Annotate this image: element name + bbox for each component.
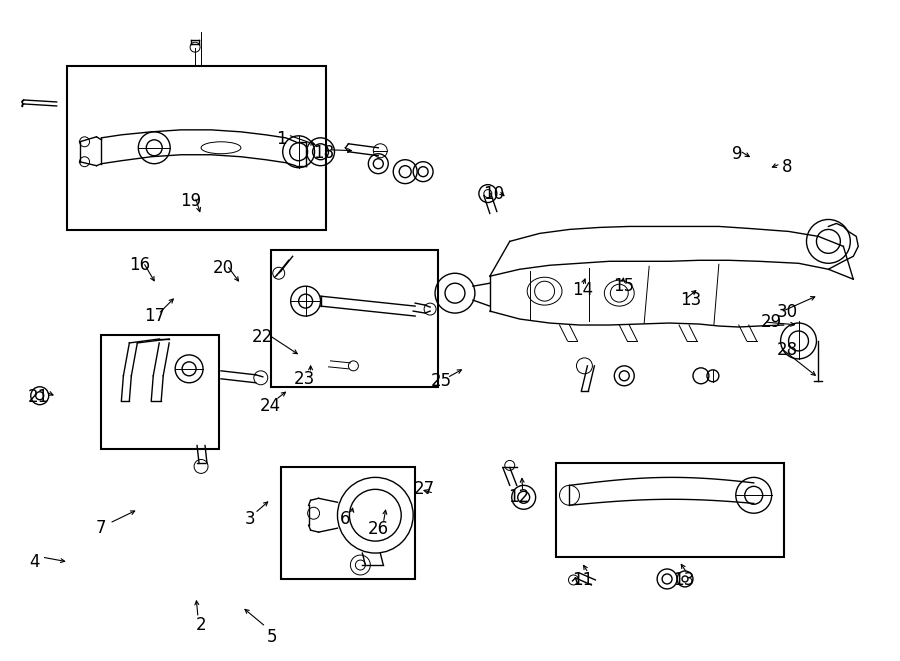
Text: 1: 1 [276,130,287,148]
Text: 13: 13 [680,291,702,309]
Text: 3: 3 [245,510,256,528]
Text: 26: 26 [368,520,389,538]
Text: 14: 14 [572,281,593,299]
Text: 10: 10 [483,184,504,202]
Text: 20: 20 [212,259,233,277]
Text: 27: 27 [413,481,435,498]
Bar [67,66,326,231]
Text: 19: 19 [181,192,202,210]
Text: 11: 11 [572,571,593,589]
Text: 12: 12 [508,488,529,506]
Text: 25: 25 [430,371,452,390]
Text: 8: 8 [782,158,793,176]
Text: 21: 21 [28,388,50,406]
Text: 29: 29 [761,313,782,331]
Text: 18: 18 [313,143,334,162]
Text: 28: 28 [777,341,798,359]
Bar [555,463,784,557]
Text: 15: 15 [613,277,634,295]
Text: 24: 24 [260,397,282,414]
Bar [271,251,438,387]
Text: 9: 9 [732,145,742,163]
Text: 23: 23 [294,369,315,388]
Bar [102,335,219,449]
Text: 13: 13 [673,571,695,589]
Text: 22: 22 [252,328,274,346]
Text: 2: 2 [195,616,206,634]
Text: 7: 7 [95,519,105,537]
Text: 30: 30 [777,303,798,321]
Text: 4: 4 [30,553,40,571]
Bar [281,467,415,579]
Text: 5: 5 [266,628,277,646]
Text: 16: 16 [129,256,150,274]
Text: 17: 17 [144,307,165,325]
Text: 6: 6 [340,510,351,528]
